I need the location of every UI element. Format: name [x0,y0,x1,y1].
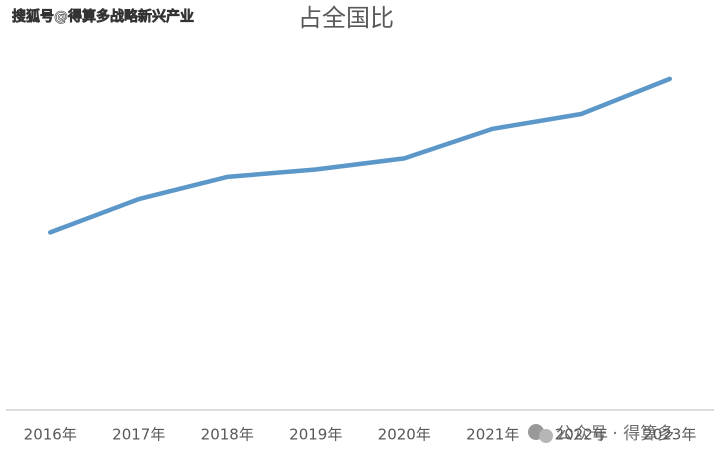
plot: 2016年 2017年 2018年 2019年 2020年 2021年 2022年 2023年 [24,76,696,444]
x-tick-label: 2020年 [378,426,431,444]
x-tick-label: 2018年 [201,426,254,444]
x-tick-label: 2023年 [643,426,696,444]
x-tick-label: 2016年 [24,426,77,444]
x-tick-label: 2022年 [555,426,608,444]
chart-title: 占全国比 [298,4,394,32]
wechat-icon [539,429,553,443]
x-tick-label: 2021年 [466,426,519,444]
x-tick-label: 2019年 [289,426,342,444]
watermark: 公众号 · 得算多 [556,424,674,444]
watermark: 搜狐号@得算多战略新兴产业 [12,8,194,25]
watermark-group: 公众号 · 得算多 [528,424,674,444]
x-tick-label: 2017年 [112,426,165,444]
line-series [48,76,672,235]
